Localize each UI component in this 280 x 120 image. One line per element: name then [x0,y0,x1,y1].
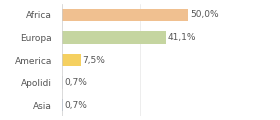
Bar [62,99,63,111]
Text: 0,7%: 0,7% [65,78,88,87]
Bar [62,9,188,21]
Text: 0,7%: 0,7% [65,101,88,110]
Text: 7,5%: 7,5% [83,55,106,65]
Bar [62,31,165,44]
Bar [62,76,63,89]
Text: 41,1%: 41,1% [167,33,196,42]
Text: 50,0%: 50,0% [190,10,219,19]
Bar [62,54,81,66]
